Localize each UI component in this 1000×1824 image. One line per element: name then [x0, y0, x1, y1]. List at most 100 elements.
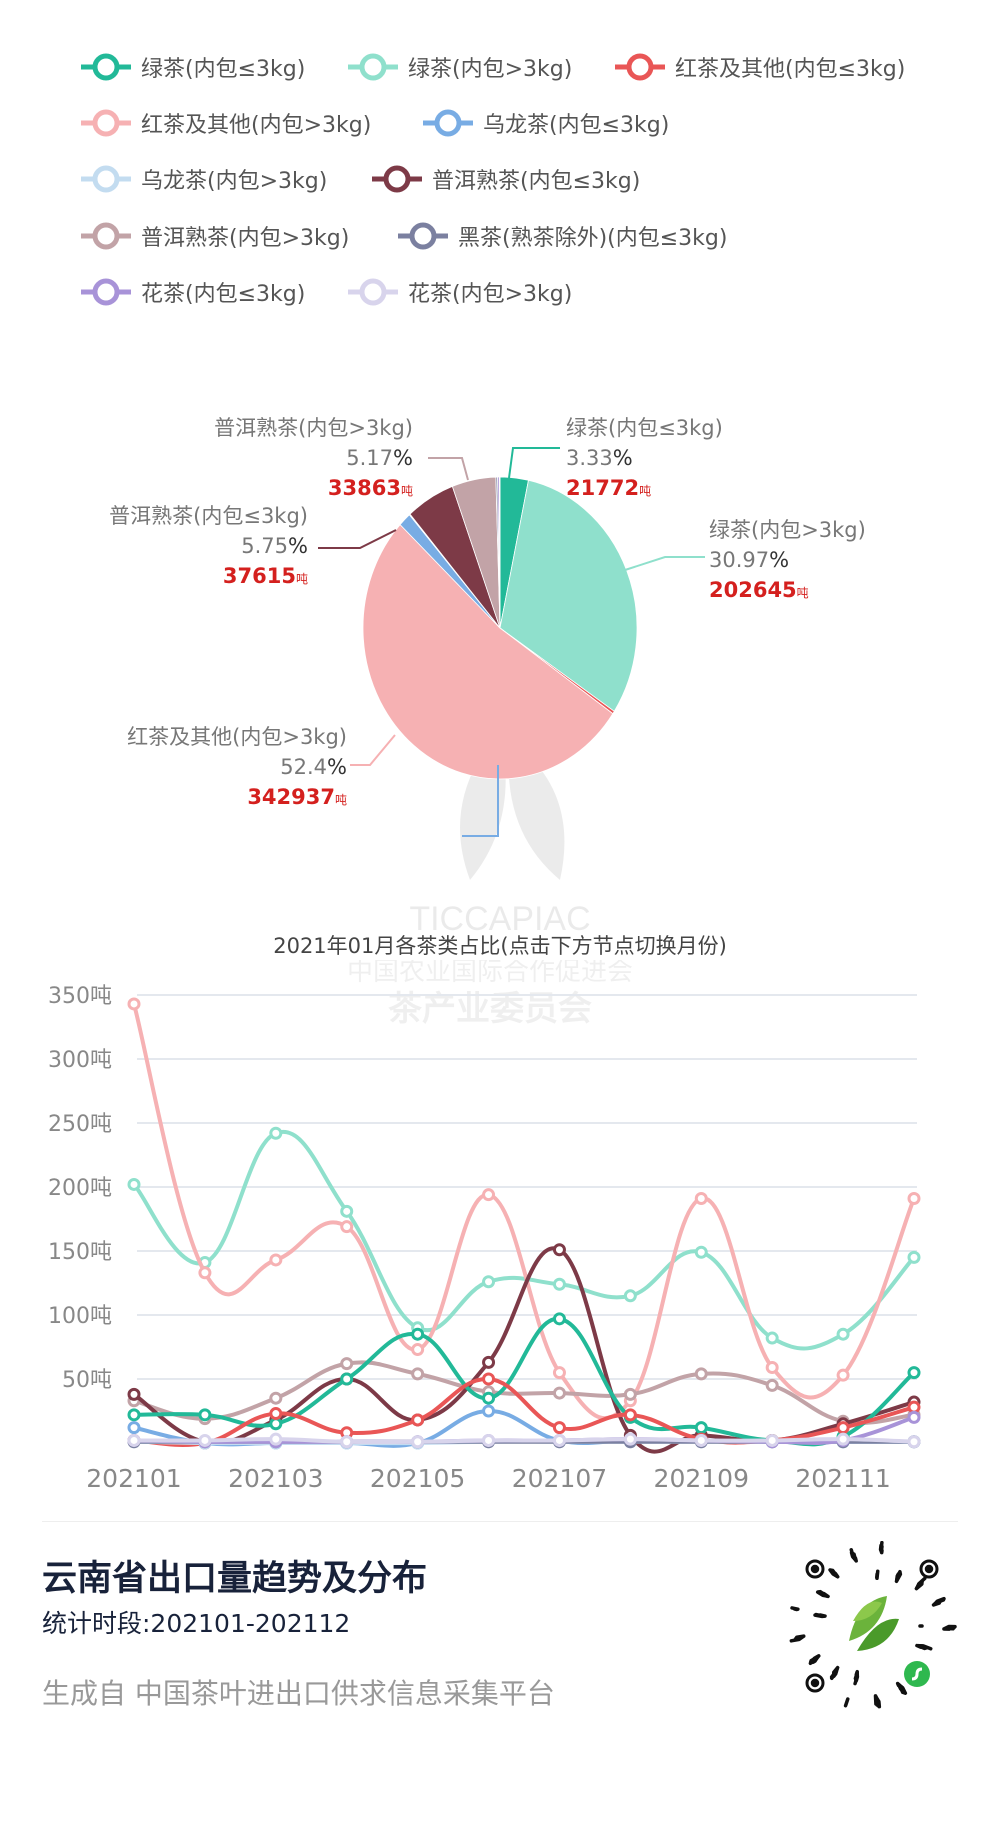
data-point[interactable]: [411, 1343, 425, 1357]
legend-item[interactable]: 绿茶(内包≤3kg): [81, 52, 305, 82]
pie-label: 绿茶(内包>3kg) 30.97% 202645吨: [709, 515, 866, 608]
data-point[interactable]: [482, 1372, 496, 1386]
footer-title: 云南省出口量趋势及分布: [42, 1559, 428, 1599]
x-tick-label: 202105: [370, 1464, 465, 1493]
data-point[interactable]: [623, 1387, 637, 1401]
data-point[interactable]: [765, 1433, 779, 1447]
data-point[interactable]: [836, 1327, 850, 1341]
data-point[interactable]: [411, 1327, 425, 1341]
data-point[interactable]: [269, 1417, 283, 1431]
legend-item[interactable]: 花茶(内包≤3kg): [81, 277, 305, 307]
data-point[interactable]: [552, 1386, 566, 1400]
pie-label: 普洱熟茶(内包>3kg) 5.17% 33863吨: [214, 413, 413, 506]
data-point[interactable]: [482, 1355, 496, 1369]
qr-code-icon[interactable]: [787, 1541, 957, 1711]
data-point[interactable]: [127, 997, 141, 1011]
pie-slice[interactable]: [499, 479, 638, 712]
legend-line-circle-icon: [372, 165, 422, 193]
data-point[interactable]: [907, 1435, 921, 1449]
data-point[interactable]: [552, 1421, 566, 1435]
data-point[interactable]: [340, 1220, 354, 1234]
x-tick-label: 202107: [512, 1464, 607, 1493]
data-point[interactable]: [482, 1404, 496, 1418]
pie-label-percent: 52.4%: [280, 755, 347, 779]
legend-item[interactable]: 普洱熟茶(内包>3kg): [81, 221, 349, 251]
data-point[interactable]: [694, 1367, 708, 1381]
data-point[interactable]: [907, 1400, 921, 1414]
data-point[interactable]: [411, 1435, 425, 1449]
data-point[interactable]: [198, 1433, 212, 1447]
pie-label: 普洱熟茶(内包≤3kg) 5.75% 37615吨: [109, 501, 308, 594]
pie-label-percent: 5.75%: [241, 534, 308, 558]
data-point[interactable]: [907, 1366, 921, 1380]
legend-item[interactable]: 花茶(内包>3kg): [348, 277, 572, 307]
data-point[interactable]: [269, 1126, 283, 1140]
data-point[interactable]: [552, 1312, 566, 1326]
data-point[interactable]: [907, 1410, 921, 1424]
data-point[interactable]: [269, 1432, 283, 1446]
data-point[interactable]: [552, 1277, 566, 1291]
series-line: [133, 1437, 915, 1445]
data-point[interactable]: [765, 1360, 779, 1374]
pie-label-name: 红茶及其他(内包>3kg): [127, 725, 347, 749]
data-point[interactable]: [836, 1432, 850, 1446]
data-point[interactable]: [269, 1407, 283, 1421]
legend-item[interactable]: 红茶及其他(内包≤3kg): [615, 52, 905, 82]
legend-item[interactable]: 绿茶(内包>3kg): [348, 52, 572, 82]
data-point[interactable]: [623, 1289, 637, 1303]
data-point[interactable]: [482, 1188, 496, 1202]
data-point[interactable]: [836, 1421, 850, 1435]
data-point[interactable]: [836, 1368, 850, 1382]
data-point[interactable]: [482, 1433, 496, 1447]
legend-item[interactable]: 乌龙茶(内包≤3kg): [423, 108, 669, 138]
legend-item[interactable]: 红茶及其他(内包>3kg): [81, 108, 371, 138]
data-point[interactable]: [623, 1432, 637, 1446]
pie-slice[interactable]: [498, 476, 501, 629]
line-chart[interactable]: 中国农业国际合作促进会茶产业委员会50吨100吨150吨200吨250吨300吨…: [0, 960, 1000, 1520]
pie-slice[interactable]: [362, 524, 614, 780]
data-point[interactable]: [198, 1408, 212, 1422]
data-point[interactable]: [269, 1253, 283, 1267]
data-point[interactable]: [623, 1408, 637, 1422]
data-point[interactable]: [552, 1366, 566, 1380]
data-point[interactable]: [694, 1433, 708, 1447]
data-point[interactable]: [269, 1391, 283, 1405]
data-point[interactable]: [127, 1433, 141, 1447]
data-point[interactable]: [411, 1413, 425, 1427]
data-point[interactable]: [482, 1275, 496, 1289]
data-point[interactable]: [127, 1387, 141, 1401]
legend-item[interactable]: 黑茶(熟茶除外)(内包≤3kg): [398, 221, 727, 251]
data-point[interactable]: [340, 1435, 354, 1449]
y-tick-label: 150吨: [48, 1240, 112, 1265]
legend-line-circle-icon: [423, 109, 473, 137]
data-point[interactable]: [127, 1408, 141, 1422]
data-point[interactable]: [694, 1245, 708, 1259]
y-tick-label: 250吨: [48, 1112, 112, 1137]
data-point[interactable]: [411, 1367, 425, 1381]
legend-label: 普洱熟茶(内包≤3kg): [432, 169, 641, 194]
legend-line-circle-icon: [348, 278, 398, 306]
y-tick-label: 50吨: [62, 1368, 112, 1393]
data-point[interactable]: [340, 1357, 354, 1371]
data-point[interactable]: [907, 1250, 921, 1264]
data-point[interactable]: [127, 1177, 141, 1191]
data-point[interactable]: [552, 1243, 566, 1257]
legend-item[interactable]: 乌龙茶(内包>3kg): [81, 164, 327, 194]
legend-item[interactable]: 普洱熟茶(内包≤3kg): [372, 164, 640, 194]
data-point[interactable]: [694, 1192, 708, 1206]
legend-label: 花茶(内包≤3kg): [141, 282, 306, 307]
pie-label-value: 21772吨: [566, 476, 652, 500]
data-point[interactable]: [340, 1204, 354, 1218]
pie-leader-line: [428, 457, 469, 481]
data-point[interactable]: [907, 1192, 921, 1206]
data-point[interactable]: [127, 1421, 141, 1435]
data-point[interactable]: [552, 1433, 566, 1447]
legend-label: 普洱熟茶(内包>3kg): [141, 226, 350, 251]
data-point[interactable]: [765, 1378, 779, 1392]
data-point[interactable]: [198, 1266, 212, 1280]
footer-period: 统计时段:202101-202112: [42, 1609, 351, 1638]
data-point[interactable]: [694, 1421, 708, 1435]
data-point[interactable]: [340, 1372, 354, 1386]
data-point[interactable]: [482, 1391, 496, 1405]
data-point[interactable]: [765, 1331, 779, 1345]
